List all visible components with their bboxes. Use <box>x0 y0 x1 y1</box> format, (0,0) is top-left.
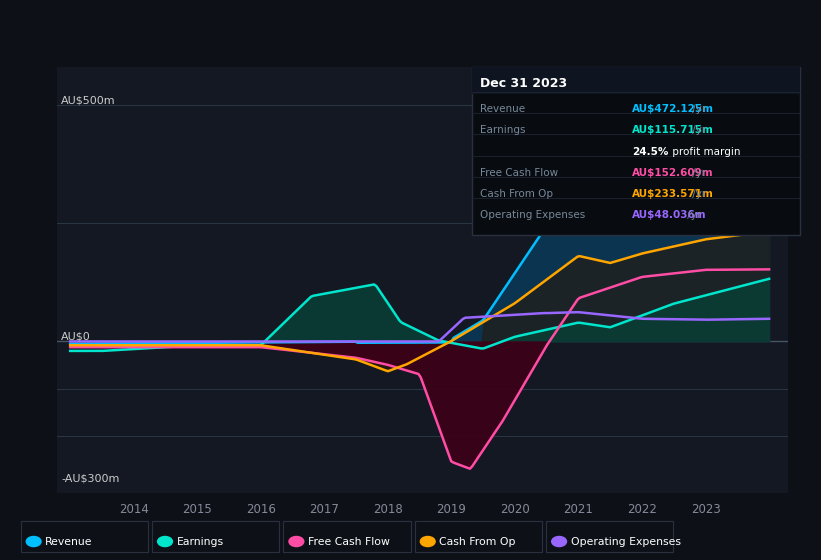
Text: Earnings: Earnings <box>480 125 525 136</box>
Text: profit margin: profit margin <box>669 147 741 157</box>
Text: Dec 31 2023: Dec 31 2023 <box>480 77 567 90</box>
Text: Revenue: Revenue <box>480 104 525 114</box>
Text: Free Cash Flow: Free Cash Flow <box>480 168 558 178</box>
Text: AU$115.715m: AU$115.715m <box>632 125 714 136</box>
Text: Operating Expenses: Operating Expenses <box>571 538 681 548</box>
Text: Cash From Op: Cash From Op <box>480 189 553 199</box>
Text: /yr: /yr <box>684 211 701 221</box>
Text: Operating Expenses: Operating Expenses <box>480 211 585 221</box>
Text: /yr: /yr <box>689 125 706 136</box>
Text: -AU$300m: -AU$300m <box>61 473 120 483</box>
Text: Free Cash Flow: Free Cash Flow <box>308 538 390 548</box>
Text: /yr: /yr <box>689 104 706 114</box>
Text: /yr: /yr <box>689 189 706 199</box>
Text: AU$472.125m: AU$472.125m <box>632 104 714 114</box>
Text: AU$48.036m: AU$48.036m <box>632 211 707 221</box>
Text: /yr: /yr <box>689 168 706 178</box>
Text: Revenue: Revenue <box>45 538 93 548</box>
Text: AU$152.609m: AU$152.609m <box>632 168 713 178</box>
Text: AU$233.571m: AU$233.571m <box>632 189 714 199</box>
Text: Earnings: Earnings <box>177 538 223 548</box>
Text: AU$500m: AU$500m <box>61 95 116 105</box>
Text: 24.5%: 24.5% <box>632 147 668 157</box>
Text: Cash From Op: Cash From Op <box>439 538 516 548</box>
Text: AU$0: AU$0 <box>61 332 91 342</box>
